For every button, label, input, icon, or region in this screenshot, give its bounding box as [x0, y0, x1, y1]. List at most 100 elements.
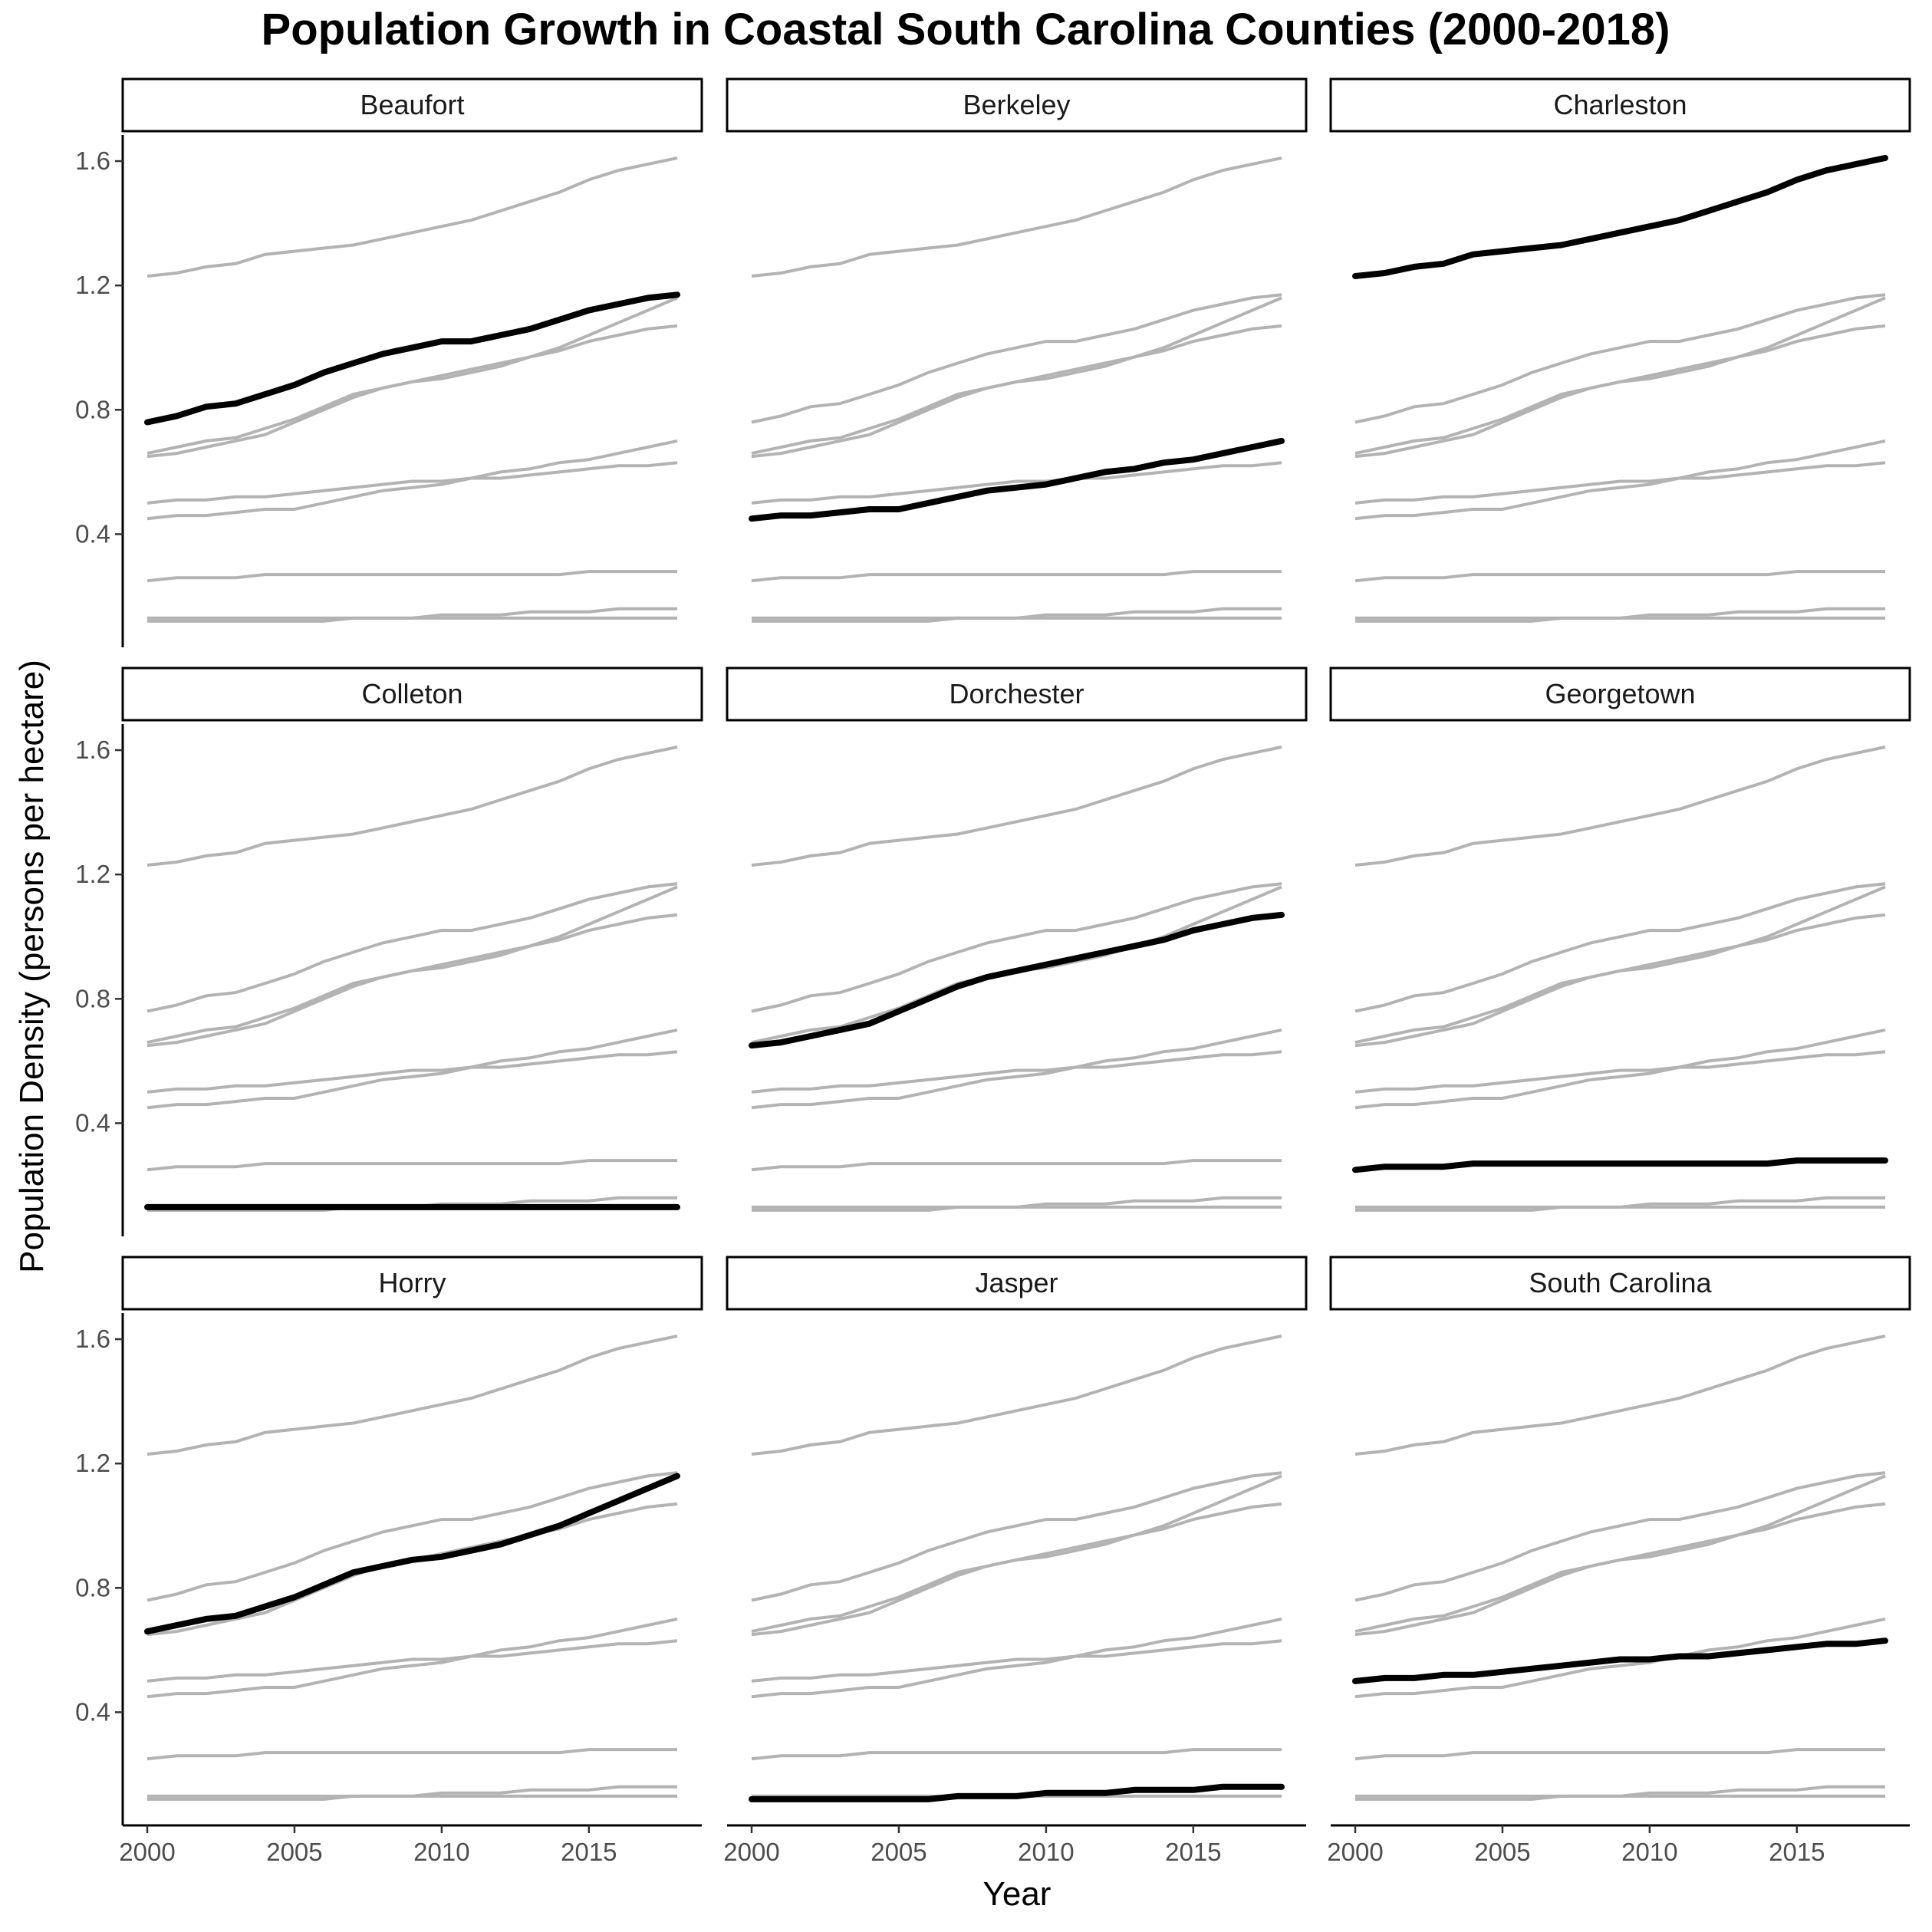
y-tick-label: 1.6: [75, 736, 110, 764]
series-line-south-carolina: [146, 461, 678, 505]
y-tick-label: 0.4: [75, 519, 110, 548]
y-tick-label: 1.6: [75, 1325, 110, 1353]
strip-box: [121, 1256, 703, 1311]
series-line-south-carolina: [146, 1050, 678, 1094]
highlight-line-berkeley: [749, 437, 1285, 522]
y-axis-title: Population Density (persons per hectare): [13, 660, 51, 1273]
series-line-dorchester: [751, 1502, 1282, 1637]
series-line-georgetown: [146, 1159, 677, 1172]
series-line-beaufort: [751, 882, 1282, 1013]
highlight-line-jasper: [749, 1783, 1285, 1802]
series-line-berkeley: [751, 1617, 1282, 1699]
strip-label: Charleston: [1553, 89, 1687, 120]
series-line-berkeley: [751, 1028, 1282, 1110]
panel-jasper: Jasper 2000 2005 2010 2015: [723, 1256, 1308, 1866]
series-line-charleston: [146, 745, 678, 867]
panel-colleton: Colleton 0.4 0.8 1.2 1.6: [75, 666, 703, 1236]
series-line-south-carolina: [751, 461, 1282, 505]
strip-label: Georgetown: [1545, 678, 1695, 709]
series-line-dorchester: [146, 913, 678, 1048]
highlight-line-south-carolina: [1352, 1637, 1888, 1684]
series-line-horry: [146, 296, 678, 456]
strip-box: [726, 77, 1308, 133]
panel-berkeley: Berkeley: [726, 77, 1308, 623]
strip-box: [121, 666, 703, 722]
series-line-georgetown: [1354, 1748, 1885, 1761]
x-axis-title: Year: [983, 1875, 1052, 1913]
series-line-jasper: [1355, 607, 1885, 623]
strip-label: South Carolina: [1529, 1267, 1712, 1298]
series-line-jasper: [147, 607, 677, 623]
series-line-jasper: [147, 1785, 677, 1801]
strip-box: [1329, 666, 1911, 722]
series-line-georgetown: [751, 1159, 1282, 1172]
y-tick-label: 0.8: [75, 395, 110, 423]
y-tick-label: 1.2: [75, 860, 110, 888]
strip-box: [1329, 77, 1911, 133]
x-tick-label: 2000: [723, 1838, 779, 1866]
series-line-dorchester: [1354, 324, 1886, 459]
series-line-georgetown: [1354, 570, 1885, 583]
y-tick-label: 0.8: [75, 1573, 110, 1601]
series-line-beaufort: [751, 1471, 1282, 1602]
series-line-beaufort: [146, 1471, 678, 1602]
y-tick-label: 0.4: [75, 1697, 110, 1726]
series-line-south-carolina: [751, 1050, 1282, 1094]
x-tick-label: 2015: [1165, 1838, 1221, 1866]
x-tick-label: 2000: [119, 1838, 175, 1866]
series-line-dorchester: [1354, 1502, 1886, 1637]
series-line-horry: [751, 1474, 1282, 1634]
series-line-berkeley: [146, 1617, 678, 1699]
strip-box: [726, 1256, 1308, 1311]
series-line-beaufort: [1354, 882, 1886, 1013]
series-line-jasper: [1355, 1196, 1885, 1212]
panel-horry: Horry 0.4 0.8 1.2 1.6 2000 2005 2010 2015: [75, 1256, 703, 1866]
highlight-line-georgetown: [1352, 1157, 1888, 1173]
series-line-charleston: [1354, 1335, 1886, 1456]
series-line-charleston: [751, 1335, 1282, 1456]
series-line-georgetown: [751, 1748, 1282, 1761]
series-line-south-carolina: [1354, 461, 1886, 505]
series-line-berkeley: [146, 439, 678, 521]
x-tick-label: 2015: [1769, 1838, 1825, 1866]
panel-beaufort: Beaufort 0.4 0.8 1.2 1.6: [75, 77, 703, 647]
series-line-georgetown: [146, 1748, 677, 1761]
series-line-horry: [751, 296, 1282, 456]
strip-label: Colleton: [361, 678, 462, 709]
y-tick-label: 0.4: [75, 1108, 110, 1137]
x-tick-label: 2010: [1018, 1838, 1074, 1866]
highlight-line-charleston: [1352, 155, 1888, 279]
highlight-line-horry: [144, 1473, 680, 1635]
strip-box: [1329, 1256, 1911, 1311]
x-tick-label: 2005: [266, 1838, 322, 1866]
y-tick-label: 1.6: [75, 146, 110, 175]
chart-title: Population Growth in Coastal South Carol…: [262, 5, 1670, 54]
panel-georgetown: Georgetown: [1329, 666, 1911, 1212]
highlight-line-beaufort: [144, 291, 680, 426]
series-line-jasper: [752, 1196, 1282, 1212]
panel-south-carolina: South Carolina 2000 2005 2010 2015: [1327, 1256, 1911, 1866]
series-line-jasper: [752, 607, 1282, 623]
facet-panels: Beaufort 0.4 0.8 1.2 1.6 Berkeley Charleston Co…: [75, 77, 1911, 1866]
series-line-jasper: [1355, 1785, 1885, 1801]
series-line-beaufort: [1354, 293, 1886, 424]
series-line-berkeley: [1354, 1028, 1886, 1110]
series-line-horry: [751, 885, 1282, 1045]
series-line-south-carolina: [751, 1639, 1282, 1683]
x-tick-label: 2010: [1621, 1838, 1677, 1866]
y-tick-label: 0.8: [75, 984, 110, 1012]
series-line-horry: [146, 885, 678, 1045]
series-line-georgetown: [751, 570, 1282, 583]
strip-box: [121, 77, 703, 133]
series-line-south-carolina: [146, 1639, 678, 1683]
x-tick-label: 2015: [561, 1838, 617, 1866]
x-tick-label: 2005: [871, 1838, 927, 1866]
strip-label: Horry: [379, 1267, 446, 1298]
strip-label: Jasper: [975, 1267, 1058, 1298]
series-line-charleston: [146, 1335, 678, 1456]
series-line-beaufort: [146, 882, 678, 1013]
series-line-berkeley: [1354, 1617, 1886, 1699]
panel-dorchester: Dorchester: [726, 666, 1308, 1212]
series-line-beaufort: [751, 293, 1282, 424]
